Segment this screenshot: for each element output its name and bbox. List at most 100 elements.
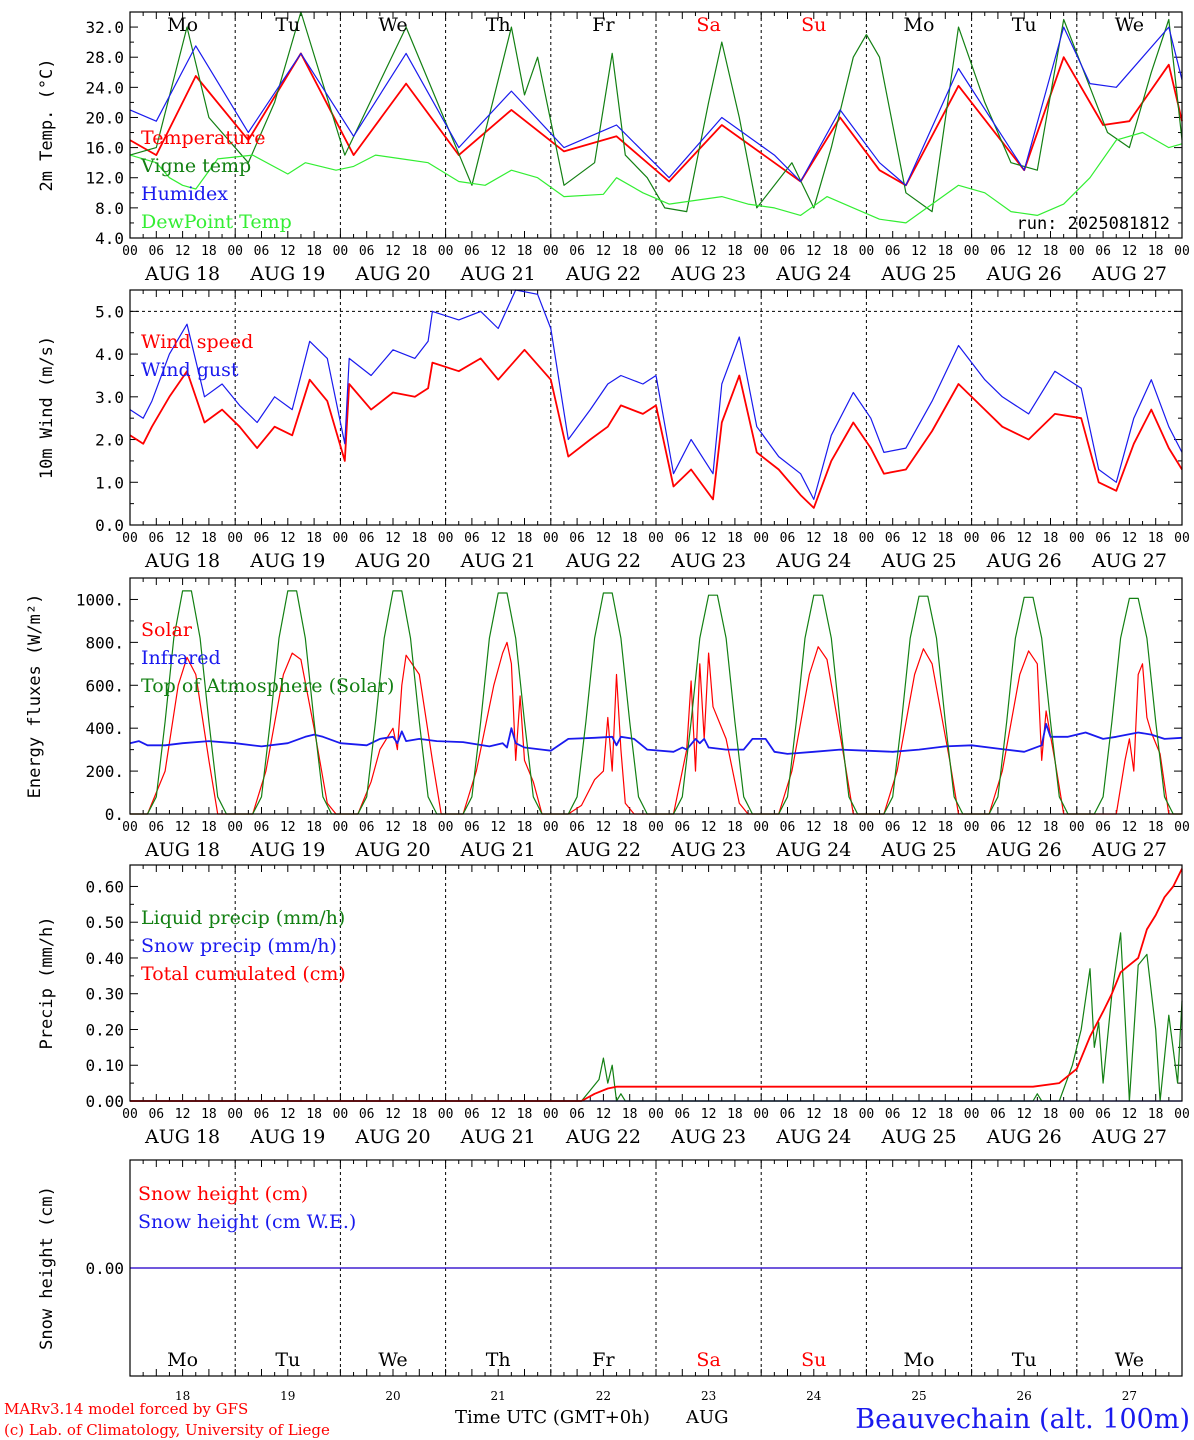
x-hour-label: 12 — [701, 244, 717, 259]
plot-frame — [129, 864, 1183, 1102]
y-tick-label: 200. — [85, 762, 124, 781]
x-hour-label: 18 — [201, 244, 217, 259]
x-hour-label: 18 — [1043, 531, 1059, 546]
x-date-label: AUG 18 — [144, 839, 220, 861]
x-hour-label: 12 — [1122, 531, 1138, 546]
x-hour-label: 12 — [175, 820, 191, 835]
x-hour-label: 06 — [780, 244, 796, 259]
x-hour-label: 12 — [490, 1107, 506, 1122]
y-tick-label: 0.00 — [85, 1092, 124, 1111]
x-hour-label: 00 — [438, 244, 454, 259]
x-hour-label: 12 — [490, 820, 506, 835]
x-hour-label: 00 — [1069, 820, 1085, 835]
x-date-label: AUG 22 — [565, 550, 641, 572]
x-hour-label: 00 — [227, 1107, 243, 1122]
x-date-label: AUG 20 — [354, 263, 430, 285]
y-tick-label: 24.0 — [85, 78, 124, 97]
x-hour-label: 00 — [648, 244, 664, 259]
y-tick-label: 28.0 — [85, 48, 124, 67]
x-hour-label: 18 — [832, 531, 848, 546]
x-hour-label: 12 — [911, 244, 927, 259]
x-hour-label: 12 — [596, 820, 612, 835]
legend-top-of-atmosphere-solar-: Top of Atmosphere (Solar) — [141, 675, 394, 697]
day-abbr: Su — [801, 14, 826, 36]
x-date-label: AUG 26 — [986, 550, 1062, 572]
day-number: 18 — [175, 1389, 190, 1403]
y-tick-label: 600. — [85, 676, 124, 695]
y-tick-label: 16.0 — [85, 139, 124, 158]
y-tick-label: 0.50 — [85, 913, 124, 932]
x-hour-label: 12 — [806, 244, 822, 259]
x-hour-label: 00 — [333, 1107, 349, 1122]
run-annotation: run: 2025081812 — [1016, 214, 1170, 234]
x-hour-label: 00 — [859, 820, 875, 835]
x-hour-label: 00 — [648, 531, 664, 546]
x-hour-label: 06 — [359, 1107, 375, 1122]
x-hour-label: 18 — [937, 244, 953, 259]
x-hour-label: 12 — [911, 1107, 927, 1122]
x-hour-label: 00 — [543, 244, 559, 259]
series-line-humidex — [129, 26, 1183, 186]
x-hour-label: 12 — [385, 531, 401, 546]
x-hour-label: 18 — [937, 531, 953, 546]
x-hour-label: 12 — [806, 820, 822, 835]
legend-humidex: Humidex — [141, 183, 228, 205]
y-tick-label: 4.0 — [95, 345, 124, 364]
x-hour-label: 00 — [648, 820, 664, 835]
x-date-label: AUG 19 — [249, 1126, 325, 1148]
x-hour-label: 06 — [569, 1107, 585, 1122]
x-hour-label: 18 — [201, 1107, 217, 1122]
x-hour-label: 12 — [280, 1107, 296, 1122]
y-axis-label: Precip (mm/h) — [37, 916, 57, 1049]
x-hour-label: 00 — [543, 1107, 559, 1122]
day-abbr: Th — [486, 14, 511, 36]
y-tick-label: 400. — [85, 719, 124, 738]
y-tick-label: 32.0 — [85, 18, 124, 37]
plot-frame — [129, 11, 1183, 239]
day-number: 26 — [1017, 1389, 1032, 1403]
x-hour-label: 12 — [175, 1107, 191, 1122]
x-date-label: AUG 20 — [354, 1126, 430, 1148]
plot-frame — [129, 289, 1183, 526]
y-axis-label: 2m Temp. (°C) — [37, 58, 57, 191]
x-date-label: AUG 22 — [565, 839, 641, 861]
x-hour-label: 00 — [438, 531, 454, 546]
y-tick-label: 2.0 — [95, 431, 124, 450]
x-hour-label: 18 — [306, 531, 322, 546]
x-hour-label: 12 — [596, 531, 612, 546]
x-hour-label: 18 — [1148, 820, 1164, 835]
x-hour-label: 12 — [280, 820, 296, 835]
y-tick-label: 0.00 — [85, 1259, 124, 1278]
x-hour-label: 12 — [280, 244, 296, 259]
x-hour-label: 06 — [674, 244, 690, 259]
x-hour-label: 06 — [885, 244, 901, 259]
x-hour-label: 00 — [1069, 531, 1085, 546]
x-date-label: AUG 22 — [565, 263, 641, 285]
x-date-label: AUG 27 — [1091, 263, 1167, 285]
x-hour-label: 00 — [753, 244, 769, 259]
x-date-label: AUG 23 — [670, 550, 746, 572]
x-date-label: AUG 23 — [670, 263, 746, 285]
x-hour-label: 06 — [1095, 1107, 1111, 1122]
x-hour-label: 06 — [885, 820, 901, 835]
x-hour-label: 18 — [1148, 244, 1164, 259]
day-number: 25 — [911, 1389, 926, 1403]
x-hour-label: 12 — [385, 244, 401, 259]
legend-dewpoint-temp: DewPoint Temp — [141, 211, 292, 233]
y-tick-label: 12.0 — [85, 169, 124, 188]
x-hour-label: 00 — [1174, 531, 1190, 546]
x-hour-label: 18 — [622, 820, 638, 835]
day-abbr: We — [378, 1349, 407, 1371]
x-hour-label: 06 — [990, 531, 1006, 546]
day-abbr: Tu — [1012, 1349, 1037, 1371]
x-date-label: AUG 25 — [880, 550, 956, 572]
y-tick-label: 1000. — [76, 590, 124, 609]
day-abbr: Su — [801, 1349, 826, 1371]
y-tick-label: 8.0 — [95, 199, 124, 218]
x-date-label: AUG 20 — [354, 839, 430, 861]
day-number: 19 — [280, 1389, 295, 1403]
x-hour-label: 06 — [674, 531, 690, 546]
series-line-wind-gust — [129, 289, 1183, 500]
x-hour-label: 12 — [701, 820, 717, 835]
x-hour-label: 18 — [727, 531, 743, 546]
